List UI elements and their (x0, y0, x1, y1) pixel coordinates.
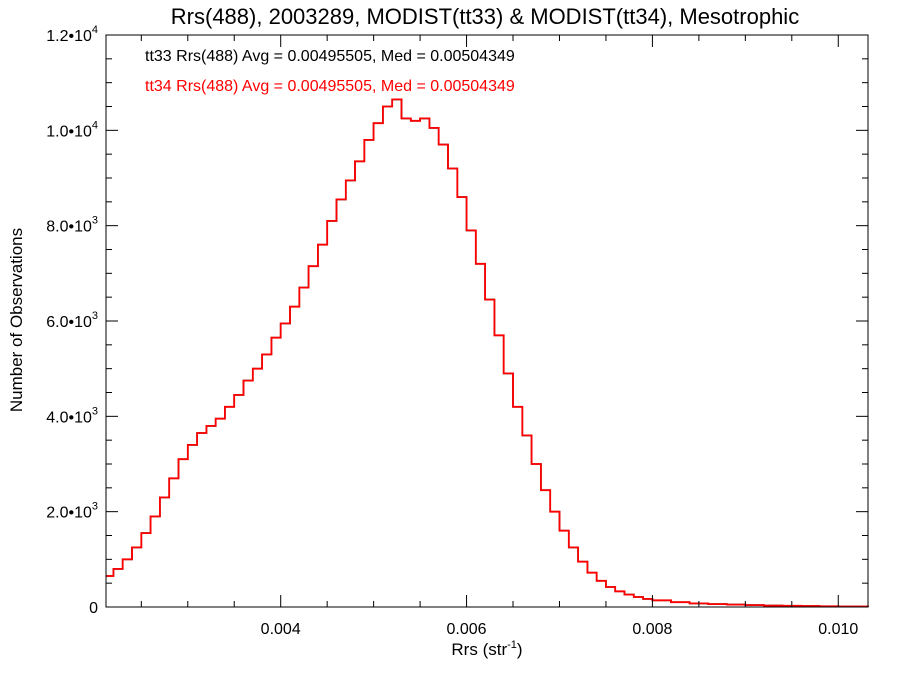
x-axis-label-sup: -1 (507, 639, 517, 651)
y-tick-mantissa: 0 (89, 600, 98, 617)
y-tick-label: 2.0•103 (46, 501, 98, 522)
x-tick-label: 0.010 (818, 621, 858, 638)
y-axis-label: Number of Observations (7, 228, 26, 412)
x-tick-label: 0.008 (632, 621, 672, 638)
y-tick-exponent: 4 (92, 119, 98, 131)
y-tick-mantissa: 1.0•10 (46, 123, 92, 140)
x-tick-label: 0.006 (447, 621, 487, 638)
y-tick-mantissa: 6.0•10 (46, 314, 92, 331)
y-tick-mantissa: 8.0•10 (46, 219, 92, 236)
plot-frame (105, 34, 869, 608)
y-tick-label: 0 (89, 600, 98, 617)
x-tick-label: 0.004 (261, 621, 301, 638)
x-axis-label-text: Rrs (str (451, 640, 507, 659)
y-tick-exponent: 4 (92, 24, 98, 36)
x-axis-label: Rrs (str-1) (451, 639, 522, 659)
y-tick-label: 1.0•104 (46, 119, 98, 140)
y-tick-mantissa: 2.0•10 (46, 505, 92, 522)
y-tick-mantissa: 1.2•10 (46, 28, 92, 45)
legend-entry-tt33: tt33 Rrs(488) Avg = 0.00495505, Med = 0.… (145, 48, 515, 65)
y-tick-label: 8.0•103 (46, 215, 98, 236)
chart-title: Rrs(488), 2003289, MODIST(tt33) & MODIST… (171, 4, 799, 29)
legend-entry-tt34: tt34 Rrs(488) Avg = 0.00495505, Med = 0.… (145, 78, 515, 95)
y-tick-exponent: 3 (92, 310, 98, 322)
tick-layer: 0.004 0.006 0.008 0.01002.0•1034.0•1036.0•1… (46, 24, 868, 638)
y-tick-label: 6.0•103 (46, 310, 98, 331)
y-tick-exponent: 3 (92, 501, 98, 513)
y-tick-mantissa: 4.0•10 (46, 409, 92, 426)
y-tick-exponent: 3 (92, 215, 98, 227)
series-layer (106, 98, 869, 608)
y-tick-label: 1.2•104 (46, 24, 98, 45)
series-tt33-line (106, 98, 869, 608)
y-tick-label: 4.0•103 (46, 405, 98, 426)
x-axis-label-end: ) (517, 640, 523, 659)
series-tt34-line (106, 98, 869, 608)
y-tick-exponent: 3 (92, 405, 98, 417)
